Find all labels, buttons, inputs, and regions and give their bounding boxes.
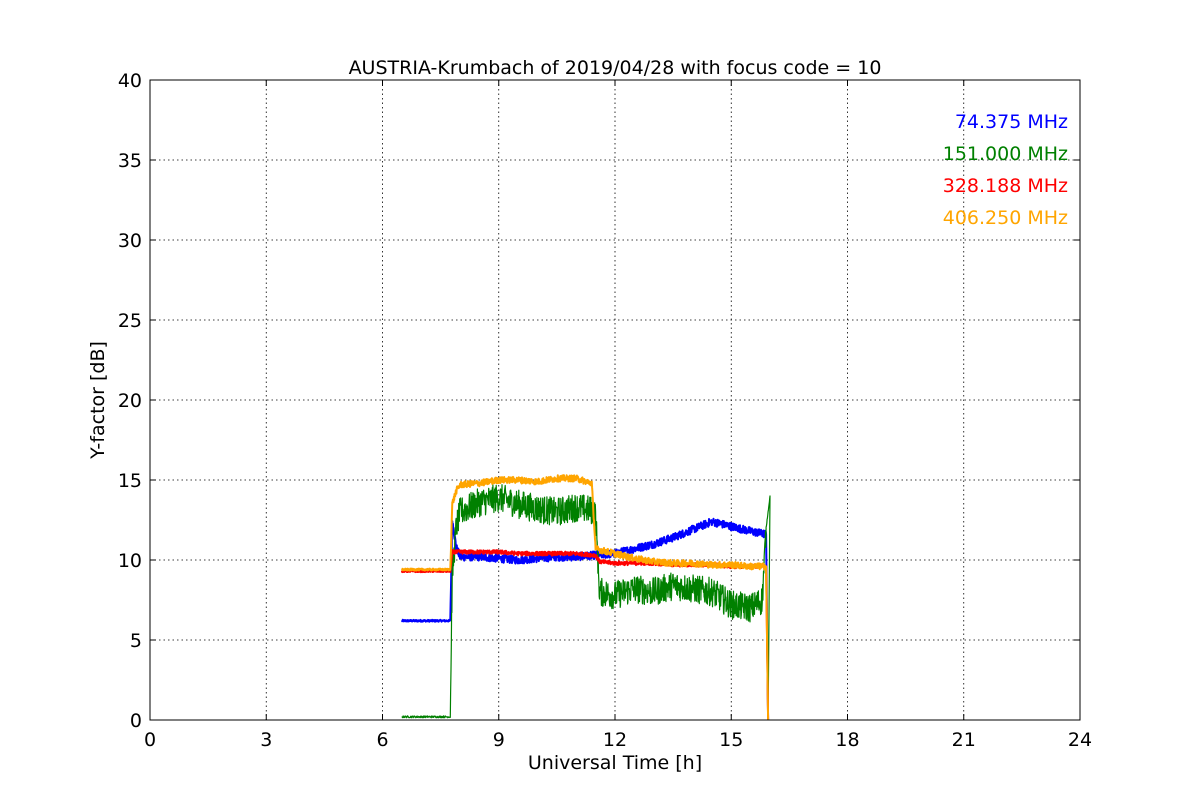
x-tick-label: 24 bbox=[1068, 729, 1092, 751]
y-axis-label: Y-factor [dB] bbox=[87, 341, 109, 460]
x-tick-label: 18 bbox=[835, 729, 859, 751]
legend-entry: 406.250 MHz bbox=[943, 207, 1068, 229]
legend-entry: 151.000 MHz bbox=[943, 143, 1068, 165]
series-line-1 bbox=[401, 484, 771, 721]
y-tick-label: 40 bbox=[118, 70, 142, 92]
legend: 74.375 MHz 151.000 MHz 328.188 MHz 406.250 … bbox=[943, 111, 1068, 229]
ticks: 0 3 6 9 12 15 18 21 24 0 5 10 15 20 25 30 35 40 bbox=[118, 70, 1092, 751]
y-tick-label: 20 bbox=[118, 390, 142, 412]
y-tick-label: 25 bbox=[118, 310, 142, 332]
y-tick-label: 5 bbox=[130, 630, 142, 652]
chart-title: AUSTRIA-Krumbach of 2019/04/28 with focu… bbox=[349, 57, 882, 79]
x-tick-label: 6 bbox=[376, 729, 388, 751]
y-tick-label: 35 bbox=[118, 150, 142, 172]
x-tick-label: 3 bbox=[260, 729, 272, 751]
legend-entry: 74.375 MHz bbox=[955, 111, 1068, 133]
grid bbox=[150, 80, 1080, 720]
y-tick-label: 0 bbox=[130, 710, 142, 732]
series-line-3 bbox=[401, 474, 770, 721]
x-axis-label: Universal Time [h] bbox=[528, 752, 702, 774]
x-tick-label: 21 bbox=[952, 729, 976, 751]
series-group bbox=[400, 474, 771, 721]
x-tick-label: 0 bbox=[144, 729, 156, 751]
y-tick-label: 15 bbox=[118, 470, 142, 492]
x-tick-label: 9 bbox=[493, 729, 505, 751]
y-tick-label: 10 bbox=[118, 550, 142, 572]
legend-entry: 328.188 MHz bbox=[943, 175, 1068, 197]
x-tick-label: 12 bbox=[603, 729, 627, 751]
y-tick-label: 30 bbox=[118, 230, 142, 252]
x-tick-label: 15 bbox=[719, 729, 743, 751]
